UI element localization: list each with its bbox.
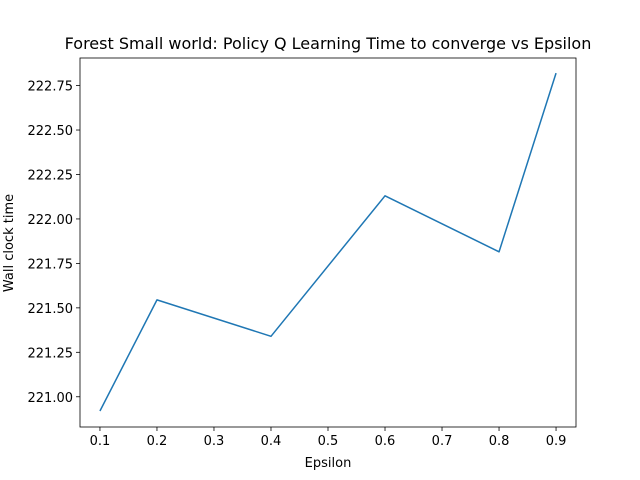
y-tick-label: 222.50 <box>28 124 74 139</box>
y-tick-label: 221.50 <box>28 302 74 317</box>
x-tick-label: 0.9 <box>546 434 567 449</box>
y-tick-label: 222.25 <box>28 168 74 183</box>
chart-title: Forest Small world: Policy Q Learning Ti… <box>65 34 592 53</box>
x-tick-label: 0.1 <box>90 434 111 449</box>
series-line-0 <box>99 72 557 412</box>
y-tick-label: 222.75 <box>28 80 74 95</box>
y-tick-label: 221.00 <box>28 391 74 406</box>
y-axis-label: Wall clock time <box>2 194 17 292</box>
x-tick-label: 0.3 <box>204 434 225 449</box>
x-tick-label: 0.2 <box>147 434 168 449</box>
plot-area: 0.1 0.2 0.3 0.4 0.5 0.6 0.7 0.8 0.9 221.00 221.25 2… <box>28 57 577 449</box>
x-tick-label: 0.8 <box>489 434 510 449</box>
x-tick-label: 0.5 <box>318 434 339 449</box>
x-axis-label: Epsilon <box>305 456 352 471</box>
y-tick-label: 221.25 <box>28 346 74 361</box>
y-tick-label: 222.00 <box>28 213 74 228</box>
y-tick-label: 221.75 <box>28 257 74 272</box>
x-tick-label: 0.7 <box>432 434 453 449</box>
x-tick-label: 0.6 <box>375 434 396 449</box>
x-tick-label: 0.4 <box>261 434 282 449</box>
